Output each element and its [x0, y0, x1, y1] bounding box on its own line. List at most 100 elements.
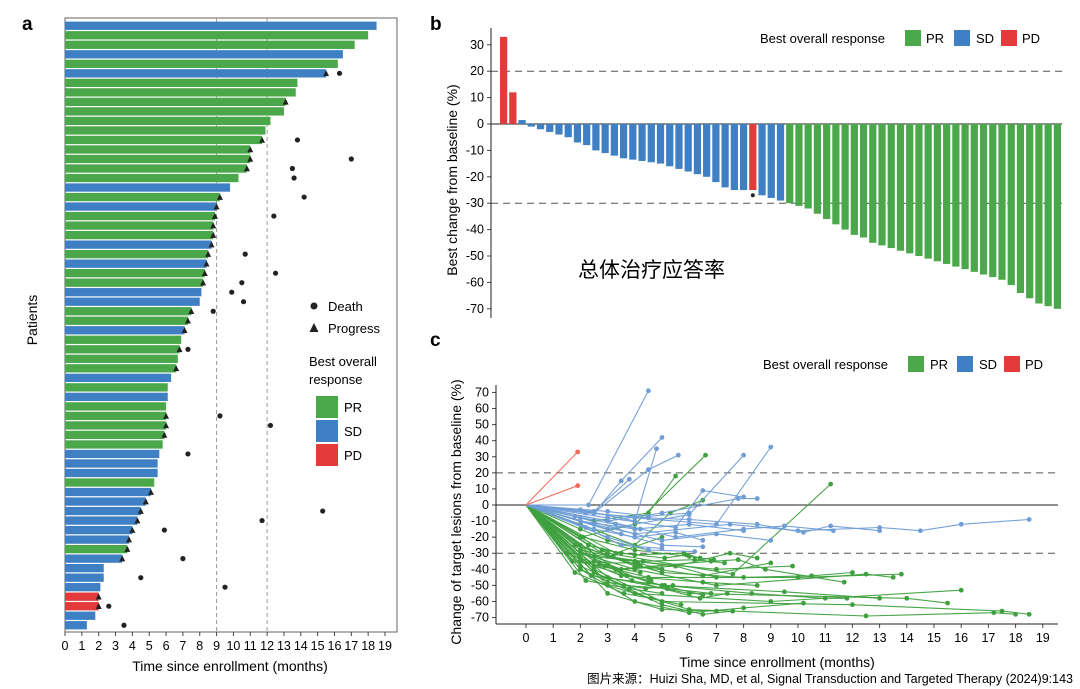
progress-marker: [213, 203, 220, 210]
progress-marker: [173, 365, 180, 372]
spider-point-sd: [618, 531, 624, 537]
swimmer-bar-sd: [65, 516, 138, 525]
swimmer-bar-sd: [65, 583, 101, 592]
spider-x-tick-label: 9: [767, 631, 774, 645]
waterfall-bar-pr: [933, 124, 942, 262]
spider-x-ticks: 0 1 2 3 4 5 6 7 8 9 10 11 12 13 14 15 16 17 18 19: [523, 624, 1050, 645]
waterfall-bar-pr: [970, 124, 978, 272]
swimmer-bar-sd: [65, 392, 168, 402]
swimmer-bar-pr: [65, 221, 214, 230]
spider-point-sd: [918, 528, 923, 534]
spider-point-sd: [686, 517, 692, 522]
progress-marker: [208, 241, 215, 248]
spider-point-pr: [714, 566, 719, 572]
progress-marker: [134, 517, 141, 524]
waterfall-bar-sd: [564, 124, 572, 138]
spider-point-sd: [605, 509, 610, 514]
waterfall-marker: [750, 193, 755, 198]
progress-marker: [247, 146, 254, 153]
spider-point-pr: [991, 610, 997, 616]
waterfall-bar-sd: [555, 124, 563, 135]
swimmer-x-tick-label: 8: [196, 639, 203, 653]
waterfall-bars: [500, 36, 1061, 309]
spider-point-sd: [686, 510, 692, 516]
spider-point-pr: [741, 574, 746, 580]
spider-y-tick-label: 50: [475, 418, 489, 432]
spider-point-pr: [714, 608, 719, 614]
spider-point-pr: [613, 550, 619, 556]
spider-point-sd: [618, 478, 624, 484]
death-marker: [289, 165, 295, 172]
spider-point-sd: [618, 542, 624, 548]
swimmer-x-tick-label: 11: [244, 639, 257, 653]
spider-x-tick-label: 1: [550, 631, 557, 645]
swimmer-bar-pr: [65, 164, 247, 173]
legend-death-marker: [310, 302, 318, 310]
spider-point-pr: [741, 605, 746, 611]
waterfall-bar-pr: [915, 124, 923, 256]
spider-point-pr: [697, 595, 703, 601]
waterfall-bar-pr: [979, 124, 988, 275]
swimmer-bar-pr: [65, 126, 266, 135]
swimmer-bar-pr: [65, 116, 271, 126]
swimmer-x-tick-label: 14: [294, 639, 308, 653]
waterfall-bar-sd: [583, 124, 591, 146]
spider-x-tick-label: 2: [577, 631, 584, 645]
spider-legend-swatch-sd: [957, 356, 973, 372]
waterfall-legend-label-pr: PR: [926, 31, 944, 46]
waterfall-bar-sd: [601, 124, 609, 154]
spider-legend-swatch-pd: [1004, 356, 1020, 372]
spider-point-sd: [591, 526, 597, 532]
spider-point-pr: [711, 557, 717, 563]
death-marker: [272, 270, 279, 276]
spider-point-pr: [749, 591, 755, 596]
waterfall-bar-pr: [823, 124, 831, 220]
spider-point-pr: [822, 595, 828, 601]
spider-line-sd: [525, 504, 834, 538]
spider-y-tick-label: -20: [471, 530, 489, 544]
progress-marker: [126, 536, 132, 543]
spider-point-sd: [659, 510, 665, 516]
waterfall-bar-sd: [758, 124, 766, 196]
spider-x-tick-label: 15: [927, 631, 941, 645]
progress-marker: [163, 422, 170, 429]
swimmer-bar-sd: [65, 535, 129, 544]
swimmer-bar-sd: [65, 573, 104, 582]
swimmer-bar-sd: [65, 525, 133, 535]
swimmer-x-tick-label: 9: [213, 639, 220, 653]
swimmer-x-tick-label: 5: [146, 639, 153, 653]
waterfall-y-tick-label: -20: [466, 170, 484, 184]
spider-y-tick-label: 0: [482, 498, 489, 512]
spider-line-sd: [525, 504, 703, 548]
legend-death-label: Death: [328, 299, 363, 314]
waterfall-bar-sd: [721, 124, 729, 188]
swimmer-bar-pr: [65, 78, 298, 88]
swimmer-x-tick-label: 18: [361, 639, 375, 653]
spider-point-pr: [684, 552, 689, 558]
spider-y-tick-label: 60: [475, 402, 489, 416]
waterfall-bar-pr: [786, 124, 794, 204]
swimmer-bar-pr: [65, 278, 204, 287]
spider-x-tick-label: 17: [981, 631, 995, 645]
death-marker: [138, 575, 144, 581]
swimmer-bar-sd: [65, 506, 141, 516]
spider-point-pr: [700, 579, 706, 585]
legend-swatch-sd: [316, 420, 338, 442]
spider-point-pr: [863, 613, 869, 619]
swimmer-plot: 0 1 2 3 4 5 6 7 8 9 10 11 12 13 14 15 16 17 18 19 Time sinc…: [24, 17, 398, 674]
swimmer-bar-pr: [65, 345, 180, 354]
panel-letter-b: b: [430, 14, 442, 35]
swimmer-bar-sd: [65, 487, 151, 497]
spider-point-sd: [605, 534, 610, 540]
swimmer-bar-pr: [65, 316, 188, 325]
spider-point-pd: [575, 449, 581, 455]
spider-x-tick-label: 6: [686, 631, 693, 645]
waterfall-legend-label-sd: SD: [976, 31, 994, 46]
death-marker: [294, 137, 301, 143]
swimmer-bar-pr: [65, 440, 163, 449]
waterfall-y-tick-label: -60: [466, 275, 484, 289]
spider-point-sd: [801, 529, 806, 535]
spider-point-pr: [602, 563, 608, 569]
spider-point-sd: [659, 537, 665, 543]
